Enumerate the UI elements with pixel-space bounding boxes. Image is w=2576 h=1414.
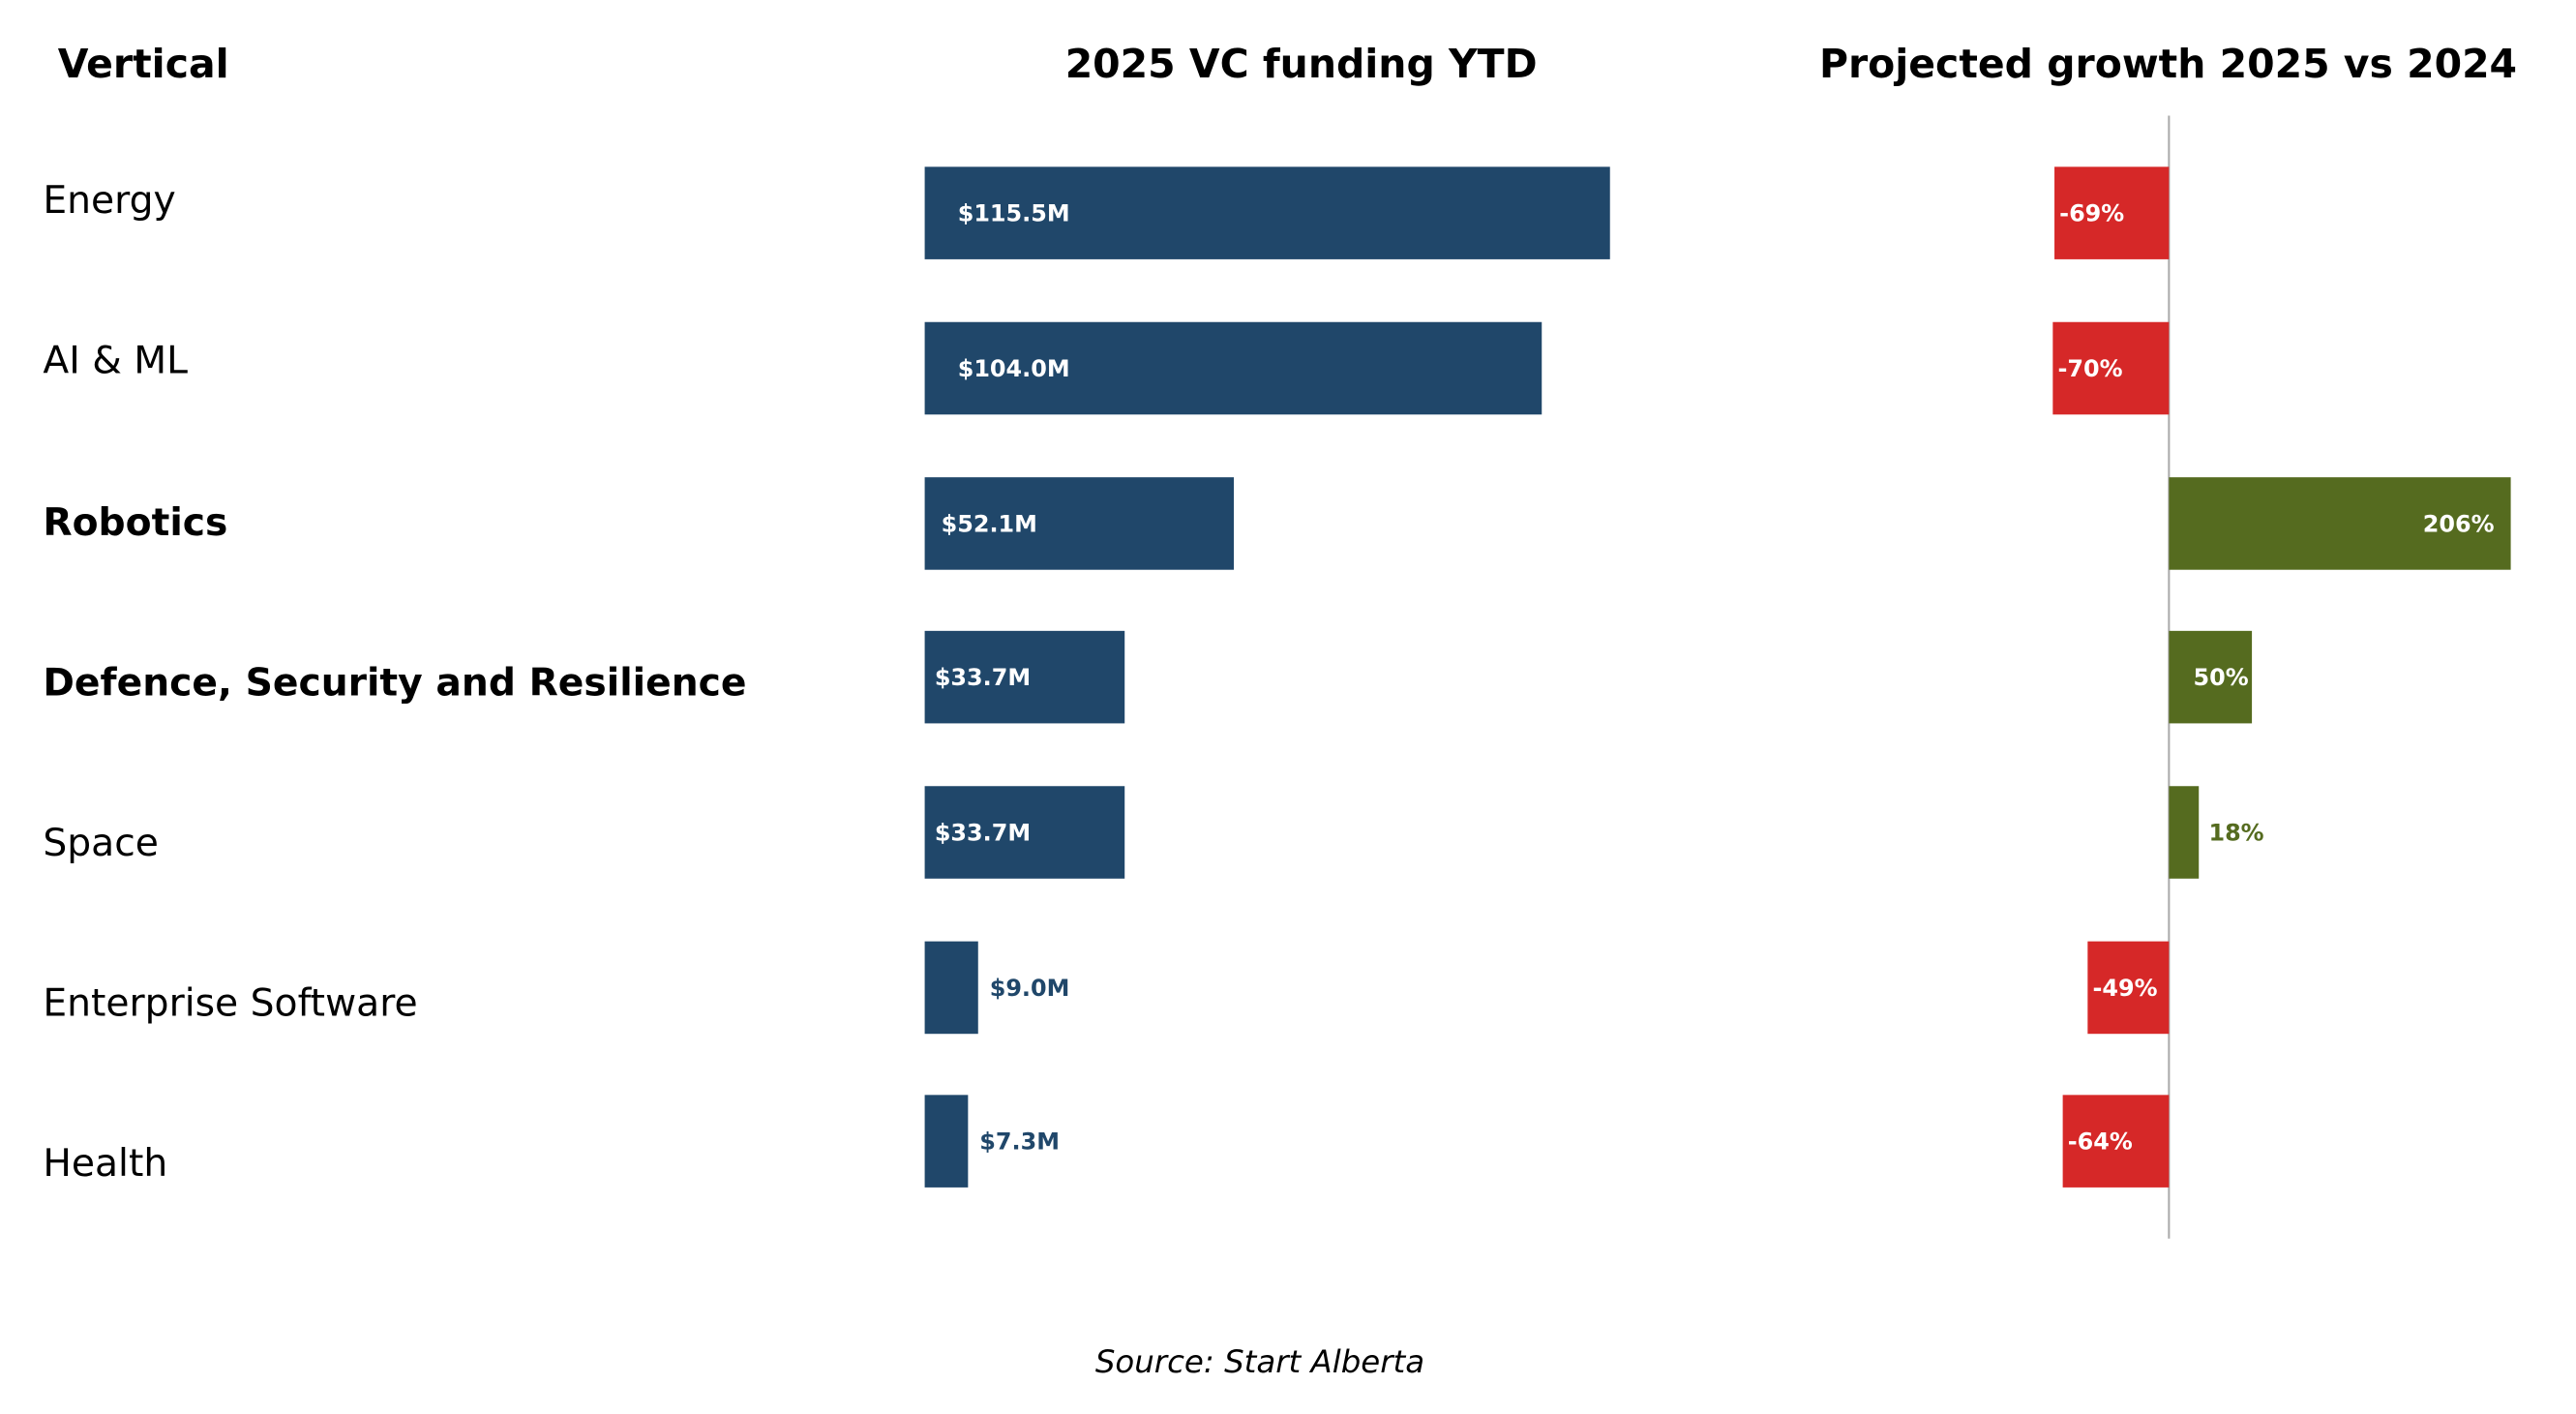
category-label: Defence, Security and Resilience bbox=[43, 661, 746, 705]
growth-value-label: 18% bbox=[2208, 820, 2263, 847]
funding-bar bbox=[924, 630, 1125, 724]
funding-value-label: $7.3M bbox=[979, 1128, 1060, 1156]
funding-value-label: $33.7M bbox=[935, 664, 1031, 691]
funding-value-label: $104.0M bbox=[958, 355, 1070, 382]
funding-bar bbox=[924, 786, 1125, 879]
category-label: Robotics bbox=[43, 501, 227, 545]
header-vertical: Vertical bbox=[58, 41, 229, 87]
growth-bar bbox=[2169, 786, 2200, 879]
funding-bar bbox=[924, 166, 1610, 259]
funding-value-label: $52.1M bbox=[942, 510, 1037, 537]
growth-bar bbox=[2169, 477, 2511, 570]
header-growth: Projected growth 2025 vs 2024 bbox=[1819, 41, 2517, 87]
growth-bar bbox=[2052, 321, 2170, 415]
funding-bar bbox=[924, 321, 1543, 415]
header-funding: 2025 VC funding YTD bbox=[1065, 41, 1538, 87]
category-label: Health bbox=[43, 1142, 167, 1186]
growth-value-label: -69% bbox=[2059, 200, 2124, 227]
growth-bar bbox=[2062, 1095, 2170, 1188]
growth-value-label: 50% bbox=[2194, 664, 2249, 691]
growth-value-label: -49% bbox=[2092, 975, 2157, 1002]
source-note: Source: Start Alberta bbox=[1095, 1343, 1424, 1380]
funding-value-label: $33.7M bbox=[935, 820, 1031, 847]
funding-value-label: $115.5M bbox=[958, 200, 1070, 227]
category-label: Enterprise Software bbox=[43, 981, 417, 1025]
funding-value-label: $9.0M bbox=[990, 975, 1070, 1002]
funding-bar bbox=[924, 477, 1235, 570]
growth-value-label: -70% bbox=[2057, 355, 2122, 382]
growth-bar bbox=[2169, 630, 2253, 724]
category-label: AI & ML bbox=[43, 340, 188, 383]
growth-value-label: 206% bbox=[2423, 510, 2495, 537]
category-label: Space bbox=[43, 822, 159, 865]
growth-bar bbox=[2087, 941, 2170, 1035]
funding-bar bbox=[924, 1095, 969, 1188]
category-label: Energy bbox=[43, 179, 175, 223]
growth-value-label: -64% bbox=[2068, 1128, 2133, 1156]
funding-bar bbox=[924, 941, 978, 1035]
growth-bar bbox=[2054, 166, 2170, 259]
